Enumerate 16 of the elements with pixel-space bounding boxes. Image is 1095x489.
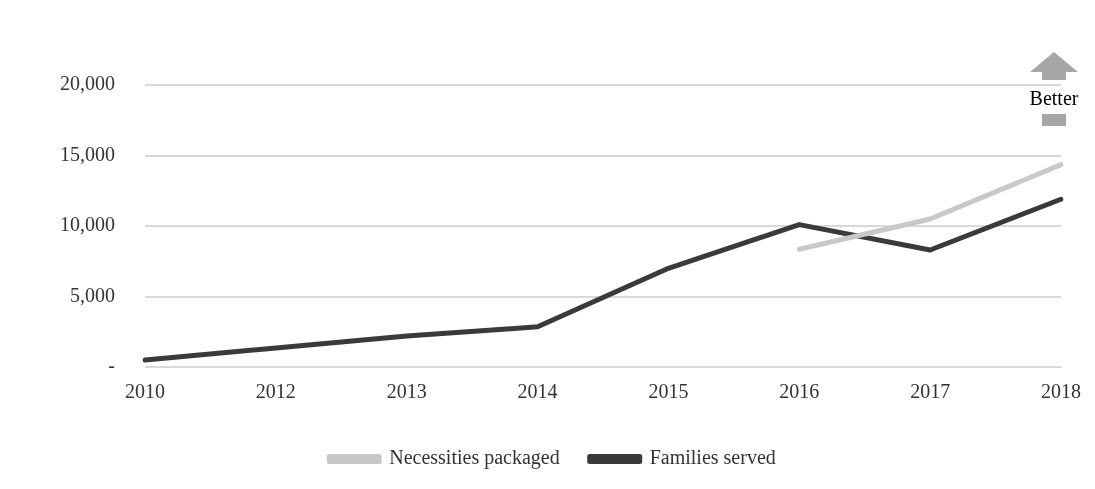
x-tick-label: 2010 xyxy=(125,380,165,403)
x-tick-label: 2014 xyxy=(517,380,558,403)
x-tick-label: 2016 xyxy=(779,380,820,403)
x-tick-label: 2012 xyxy=(255,380,296,403)
y-tick-label: 15,000 xyxy=(60,142,115,165)
y-tick-label: 10,000 xyxy=(60,213,115,236)
annotation: Better xyxy=(1029,87,1079,110)
legend-label: Families served xyxy=(649,446,776,469)
y-tick-label: - xyxy=(108,354,115,377)
x-tick-label: 2013 xyxy=(386,380,427,403)
x-tick-label: 2017 xyxy=(910,380,951,403)
y-tick-label: 5,000 xyxy=(70,283,115,306)
x-tick-label: 2018 xyxy=(1041,380,1081,403)
legend-label: Necessities packaged xyxy=(389,446,560,470)
y-tick-label: 20,000 xyxy=(60,72,115,95)
x-tick-label: 2015 xyxy=(648,380,689,403)
